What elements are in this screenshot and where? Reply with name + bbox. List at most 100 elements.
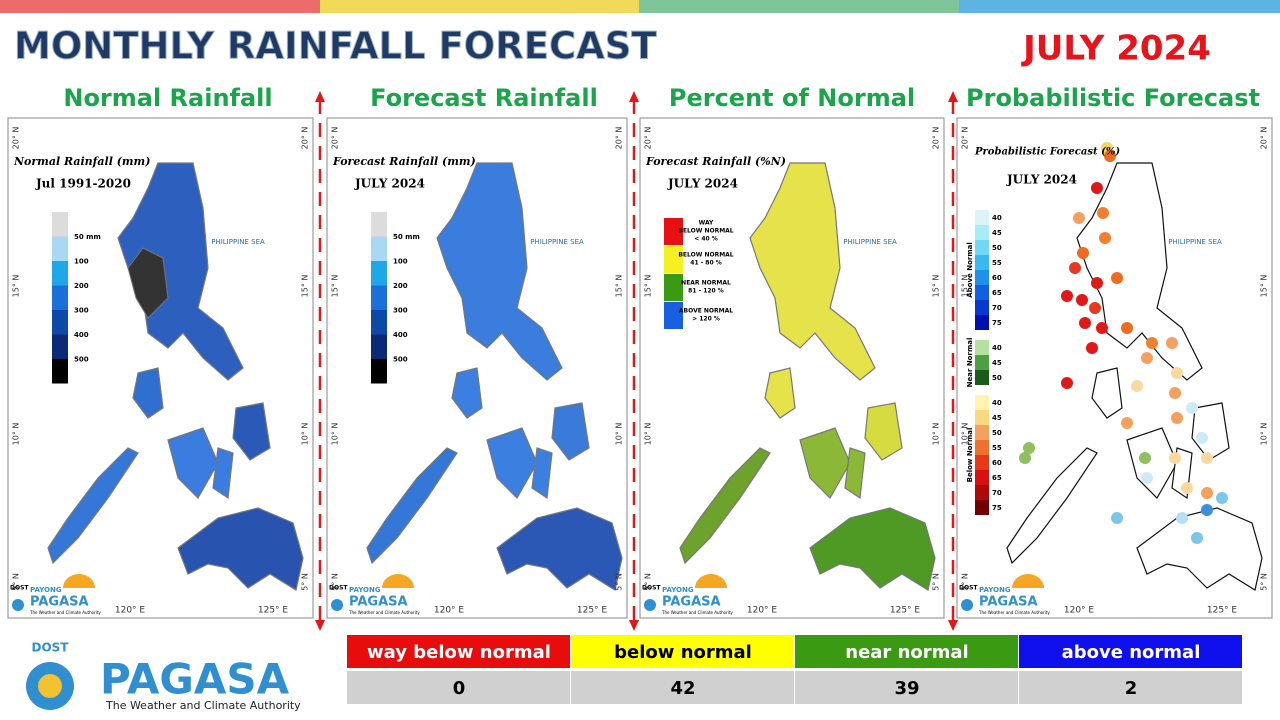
station-dot (1171, 412, 1183, 424)
table-count: 39 (894, 678, 919, 699)
legend-swatch (664, 246, 683, 273)
table-header: below normal (614, 642, 752, 663)
lat-label: 5° N (331, 573, 340, 591)
legend-swatch (975, 270, 989, 285)
legend-label: 400 (74, 331, 89, 339)
lon-label: 120° E (747, 606, 778, 616)
lat-label: 10° N (331, 423, 340, 446)
station-dot (1096, 322, 1108, 334)
station-dot (1201, 487, 1213, 499)
lat-label: 15° N (301, 275, 310, 298)
lat-label: 5° N (1260, 573, 1269, 591)
map-subtitle: JULY 2024 (1006, 173, 1077, 187)
station-dot (1191, 532, 1203, 544)
table-cell (347, 671, 570, 704)
legend-swatch (52, 212, 68, 237)
station-dot (1186, 402, 1198, 414)
station-dot (1131, 380, 1143, 392)
separator-arrow (629, 620, 639, 631)
lat-label: 15° N (961, 275, 970, 298)
lat-label: 10° N (12, 423, 21, 446)
lon-label: 125° E (890, 606, 921, 616)
table-count: 2 (1125, 678, 1138, 699)
lat-label: 10° N (615, 423, 624, 446)
legend-label: 500 (74, 356, 89, 364)
station-dot (1181, 482, 1193, 494)
legend-swatch (975, 395, 989, 410)
lon-label: 120° E (434, 606, 465, 616)
station-dot (1176, 512, 1188, 524)
lon-label: 120° E (115, 606, 146, 616)
table-cell (795, 671, 1018, 704)
small-logo-umbrella (695, 574, 727, 588)
small-logo-tagline: The Weather and Climate Authority (661, 610, 733, 615)
station-dot (1141, 352, 1153, 364)
station-dot (1023, 442, 1035, 454)
small-logo-brand: PAYONG (30, 586, 62, 594)
small-logo-agency: DOST (642, 585, 661, 592)
island (1191, 402, 1230, 461)
legend-label: 81 - 120 % (688, 288, 724, 295)
map (679, 162, 936, 591)
legend-swatch (52, 334, 68, 359)
small-logo-umbrella (63, 574, 95, 588)
island (864, 402, 903, 461)
small-logo-tagline: The Weather and Climate Authority (29, 610, 101, 615)
legend-swatch (975, 255, 989, 270)
map-panel: Normal Rainfall PHILIPPINE SEA 20° N 20° N 1… (7, 84, 314, 619)
station-dot (1146, 337, 1158, 349)
panel-heading: Normal Rainfall (63, 84, 272, 112)
station-dot (1089, 302, 1101, 314)
station-dot (1099, 232, 1111, 244)
legend-label: ABOVE NORMAL (679, 308, 733, 315)
map-panel: Probabilistic Forecast PHILIPPINE SEA 20° … (956, 84, 1273, 619)
legend-label: NEAR NORMAL (681, 280, 731, 287)
separator-arrow (948, 91, 958, 102)
station-dot (1111, 512, 1123, 524)
map (47, 162, 304, 591)
logo-agency: DOST (32, 641, 70, 655)
legend-label: 45 (992, 229, 1002, 237)
island (809, 507, 936, 591)
lon-label: 125° E (1207, 606, 1238, 616)
small-logo-brand: PAYONG (349, 586, 381, 594)
legend-swatch (975, 425, 989, 440)
small-logo-agency: DOST (329, 585, 348, 592)
small-logo-name: PAGASA (349, 595, 408, 610)
lat-label: 5° N (961, 573, 970, 591)
island (47, 447, 139, 565)
lat-label: 15° N (331, 275, 340, 298)
legend-label: 75 (992, 504, 1002, 512)
table-header-cell (571, 635, 794, 668)
panel-heading: Forecast Rainfall (370, 84, 598, 112)
station-dot (1169, 452, 1181, 464)
legend-label: 55 (992, 259, 1002, 267)
legend-swatch (975, 285, 989, 300)
lat-label: 20° N (1260, 127, 1269, 150)
small-logo-emblem (644, 599, 656, 611)
table-cell (571, 671, 794, 704)
legend-swatch (975, 315, 989, 330)
station-dot (1079, 317, 1091, 329)
station-dot (1076, 294, 1088, 306)
legend-label: 40 (992, 344, 1002, 352)
island (177, 507, 304, 591)
legend-label: 300 (393, 307, 408, 315)
map (1006, 142, 1263, 591)
legend-label: 75 (992, 319, 1002, 327)
separator-arrow (315, 91, 325, 102)
legend-group-name: Above Normal (966, 242, 974, 298)
legend-swatch (52, 236, 68, 261)
table-header: way below normal (367, 642, 551, 663)
legend-label: 41 - 80 % (690, 260, 721, 267)
legend-label: 40 (992, 214, 1002, 222)
small-logo-agency: DOST (10, 585, 29, 592)
table-cell (1019, 671, 1242, 704)
island (1006, 447, 1098, 565)
station-dot (1196, 432, 1208, 444)
separator-arrow (948, 620, 958, 631)
legend-swatch (975, 440, 989, 455)
legend-label: 40 (992, 399, 1002, 407)
lat-label: 5° N (644, 573, 653, 591)
table-header-cell (795, 635, 1018, 668)
